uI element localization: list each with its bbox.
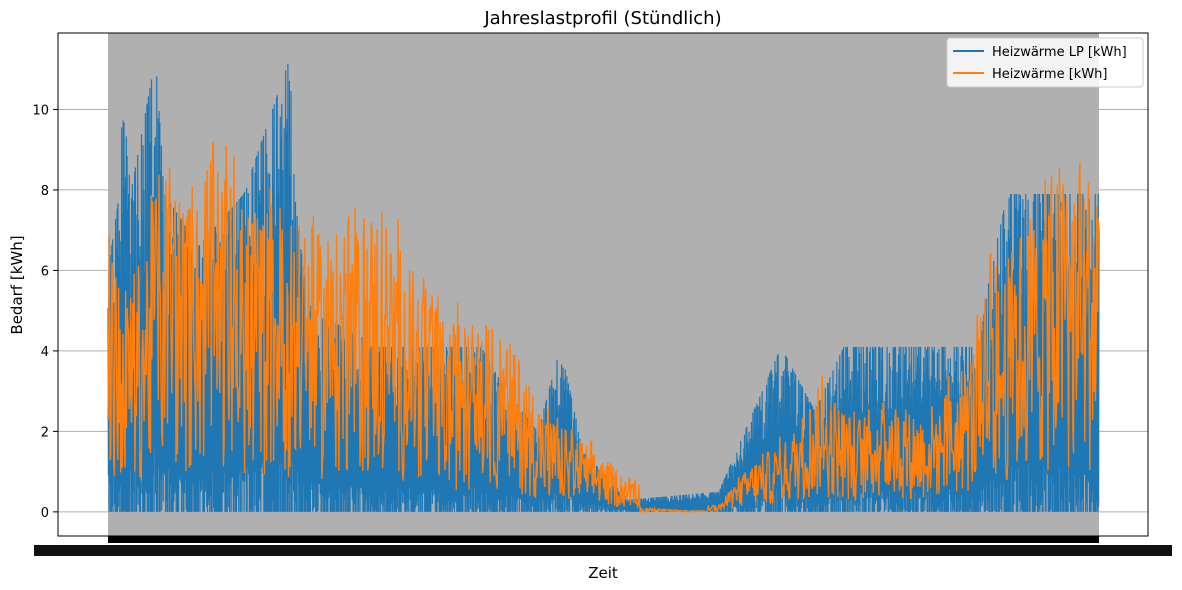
y-tick-label: 0 (41, 506, 49, 521)
plot-frame (57, 32, 1149, 537)
y-tick-label: 6 (41, 264, 49, 279)
y-tick-label: 4 (41, 345, 49, 360)
x-tick-band (34, 536, 1172, 556)
y-tick-label: 8 (41, 184, 49, 199)
y-tick-label: 10 (32, 103, 49, 118)
y-tick-label: 2 (41, 425, 49, 440)
x-tick-marks (108, 536, 1099, 543)
legend-label-heizwaerme: Heizwärme [kWh] (992, 67, 1107, 82)
legend: Heizwärme LP [kWh] Heizwärme [kWh] (946, 37, 1144, 88)
series-lines (107, 63, 1100, 514)
y-axis-label: Bedarf [kWh] (8, 235, 26, 334)
y-axis-ticks: 0 2 4 6 8 10 (32, 103, 58, 521)
chart-title: Jahreslastprofil (Stündlich) (483, 8, 721, 29)
series-line-heizwaerme (107, 141, 1100, 514)
legend-label-heizwaerme-lp: Heizwärme LP [kWh] (992, 45, 1127, 60)
x-axis-label: Zeit (588, 564, 618, 582)
x-tick-labels-overlap (34, 545, 1172, 556)
legend-box (946, 37, 1144, 88)
